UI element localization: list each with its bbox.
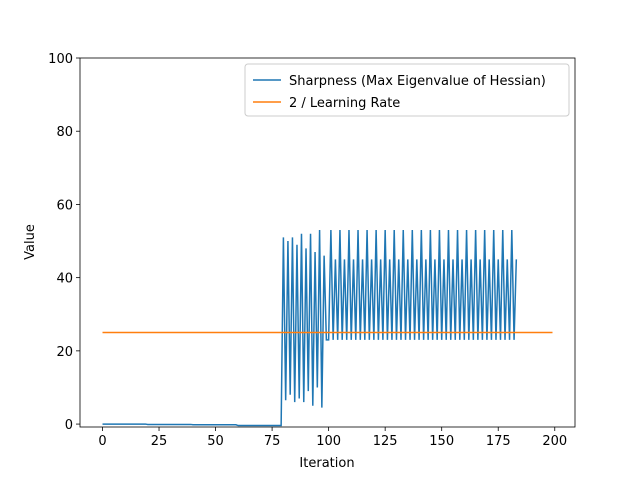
x-axis-label: Iteration bbox=[299, 456, 354, 471]
legend-label: Sharpness (Max Eigenvalue of Hessian) bbox=[289, 74, 546, 89]
x-tick-label: 0 bbox=[98, 434, 106, 449]
x-tick-label: 125 bbox=[373, 434, 398, 449]
x-tick-label: 175 bbox=[486, 434, 511, 449]
y-tick-label: 40 bbox=[56, 272, 73, 287]
axes-frame bbox=[79, 57, 576, 428]
legend-box bbox=[244, 63, 570, 117]
x-tick-label: 150 bbox=[429, 434, 454, 449]
y-tick-label: 0 bbox=[65, 418, 73, 433]
line-series bbox=[102, 230, 518, 427]
y-tick-label: 60 bbox=[56, 198, 73, 213]
y-tick-label: 20 bbox=[56, 345, 73, 360]
x-tick-label: 200 bbox=[542, 434, 567, 449]
x-tick-label: 50 bbox=[207, 434, 224, 449]
x-tick-label: 25 bbox=[151, 434, 168, 449]
y-axis-label: Value bbox=[23, 224, 38, 260]
x-tick-label: 100 bbox=[316, 434, 341, 449]
x-tick-label: 75 bbox=[264, 434, 281, 449]
legend-label: 2 / Learning Rate bbox=[289, 96, 400, 111]
y-tick-label: 100 bbox=[48, 52, 73, 67]
y-tick-label: 80 bbox=[56, 125, 73, 140]
